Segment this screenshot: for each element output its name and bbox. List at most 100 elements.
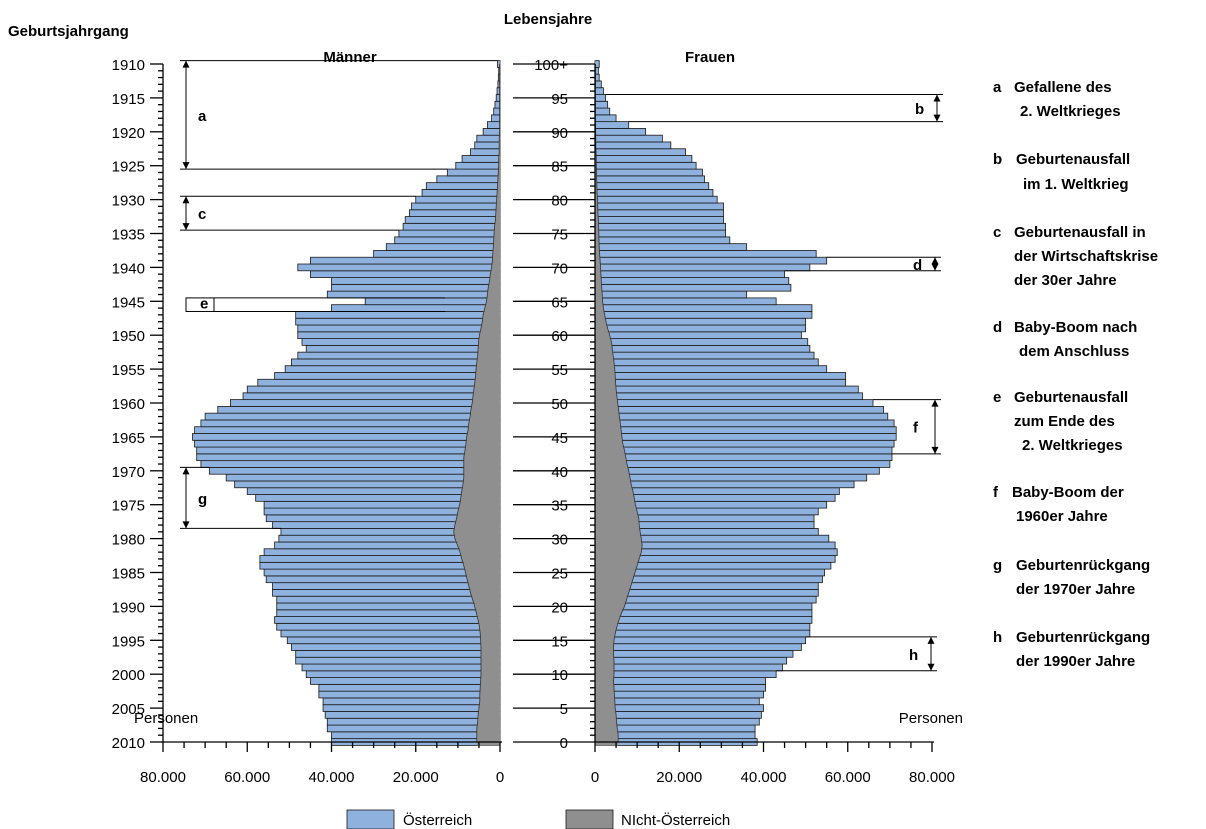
women-bar-age-72 [594,250,817,258]
women-bar-age-70 [594,263,811,272]
women-bar-age-68 [594,277,790,285]
women-bar-age-51 [594,392,863,401]
men-bar-age-63 [295,311,501,319]
age-tick-label: 50 [551,396,568,413]
men-bar-age-12 [295,656,501,665]
women-bar-age-83 [594,175,705,184]
men-bar-age-47 [200,419,501,428]
men-bar-age-3 [326,717,501,726]
men-bar-age-73 [385,243,501,251]
men-bar-age-83 [436,175,501,184]
note-a-letter: a [993,79,1002,96]
women-bar-age-92 [594,114,617,123]
women-x-tick-label: 20.000 [656,769,702,786]
age-tick-label: 10 [551,667,568,684]
women-bar-age-87 [594,148,686,156]
men-bar-age-65 [364,297,501,306]
men-bar-age-14 [291,643,501,651]
men-bar-age-84 [446,168,501,177]
birth-year-tick-label: 1990 [112,599,145,616]
age-tick-label: 35 [551,498,568,515]
men-foreign-area [453,60,501,746]
men-bar-age-2 [326,724,501,733]
women-bar-age-95 [594,94,606,102]
age-tick-label: 30 [551,532,568,549]
men-bar-age-59 [301,338,501,346]
bracket-arrowhead [182,467,190,475]
women-bar-age-91 [594,121,630,129]
legend: Österreich NIcht-Österreich [346,809,730,829]
women-bar-age-21 [594,595,817,604]
women-bar-age-96 [594,87,604,95]
women-bar-age-86 [594,155,693,163]
bracket-letter-h: h [909,647,918,664]
bracket-letter-g: g [198,491,207,508]
women-bar-age-18 [594,616,813,624]
age-axis-title: Lebensjahre [504,11,592,28]
note-e-letter: e [993,389,1001,406]
women-bar-age-60 [594,331,802,339]
women-foreign-area [595,60,643,746]
men-bar-age-53 [257,378,501,387]
women-bar-age-49 [594,405,884,414]
men-bar-age-5 [322,704,501,712]
age-tick-label: 75 [551,227,568,244]
women-bar-age-46 [594,426,897,434]
men-bar-age-4 [324,711,501,719]
birth-year-tick-label: 2010 [112,735,145,752]
men-bar-age-55 [284,365,501,373]
bracket-letter-c: c [198,206,206,223]
women-bar-age-97 [594,80,602,89]
men-bar-age-89 [476,134,501,143]
bracket-letter-a: a [198,108,207,125]
women-bar-age-78 [594,209,724,217]
men-bar-age-77 [404,216,501,224]
men-x-tick-label: 20.000 [393,769,439,786]
women-bar-age-45 [594,433,897,441]
men-bar-age-11 [301,663,501,672]
women-bar-age-89 [594,134,663,143]
women-bar-age-63 [594,311,813,319]
men-bar-age-92 [491,114,501,123]
men-bar-age-70 [297,263,501,272]
women-bar-age-58 [594,344,811,353]
men-bar-age-69 [310,270,501,278]
birth-year-tick-label: 1965 [112,430,145,447]
men-foreign-edge [453,64,501,742]
note-b-line1: Geburtenausfall [1016,151,1130,168]
women-bar-age-19 [594,609,813,617]
birth-year-tick-label: 1930 [112,193,145,210]
legend-swatch-nicht-oesterreich [565,809,614,829]
women-bar-age-77 [594,216,724,224]
bracket-arrowhead [927,636,935,644]
women-bar-age-12 [594,656,788,665]
women-bar-age-17 [594,622,811,631]
men-bar-age-23 [272,582,501,590]
women-panel-title: Frauen [685,49,735,66]
age-tick-label: 85 [551,159,568,176]
age-tick-label: 70 [551,260,568,277]
women-bar-age-40 [594,467,880,475]
men-bar-age-75 [398,229,501,238]
age-tick-label: 95 [551,91,568,108]
annotation-brackets: a c e g b d f h [180,60,943,672]
birth-year-tick-label: 1950 [112,328,145,345]
men-bar-age-45 [192,433,501,441]
birth-year-axis-title: Geburtsjahrgang [8,23,129,40]
men-bar-age-87 [470,148,501,156]
men-bar-age-40 [208,467,501,475]
men-bar-age-44 [194,439,501,448]
women-bar-age-84 [594,168,703,177]
women-bar-age-43 [594,446,893,455]
women-bar-age-81 [594,189,714,197]
women-bar-age-82 [594,182,710,190]
women-bar-age-93 [594,107,611,116]
note-d-letter: d [993,319,1002,336]
note-g: g Geburtenrückgang der 1970er Jahre [993,557,1154,598]
legend-label-nicht-oesterreich: NIcht-Österreich [621,811,730,829]
women-bar-age-67 [594,283,792,292]
women-bar-age-56 [594,358,819,367]
men-bar-age-54 [274,372,501,380]
age-tick-label: 55 [551,362,568,379]
